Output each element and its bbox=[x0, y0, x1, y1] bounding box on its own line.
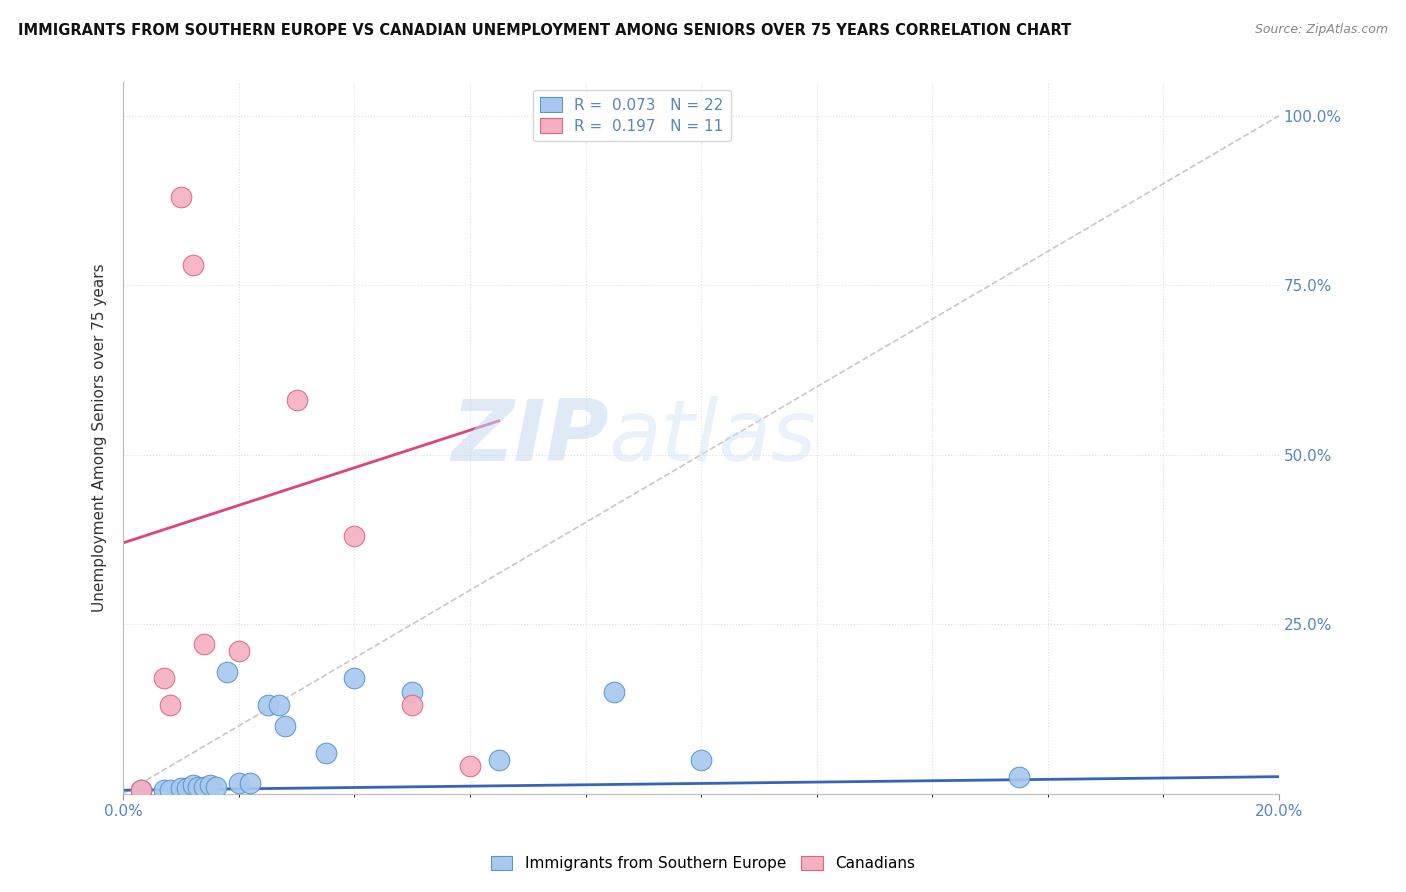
Point bbox=[1008, 770, 1031, 784]
Point bbox=[129, 783, 152, 797]
Point bbox=[488, 753, 510, 767]
Point bbox=[193, 638, 215, 652]
Point bbox=[129, 783, 152, 797]
Text: IMMIGRANTS FROM SOUTHERN EUROPE VS CANADIAN UNEMPLOYMENT AMONG SENIORS OVER 75 Y: IMMIGRANTS FROM SOUTHERN EUROPE VS CANAD… bbox=[18, 23, 1071, 38]
Point bbox=[315, 746, 337, 760]
Point bbox=[170, 190, 193, 204]
Point bbox=[603, 685, 626, 699]
Point bbox=[269, 698, 291, 713]
Point bbox=[159, 698, 181, 713]
Point bbox=[176, 781, 198, 796]
Legend: Immigrants from Southern Europe, Canadians: Immigrants from Southern Europe, Canadia… bbox=[485, 849, 921, 877]
Point bbox=[256, 698, 278, 713]
Point bbox=[159, 783, 181, 797]
Point bbox=[401, 685, 423, 699]
Point bbox=[274, 719, 297, 733]
Point bbox=[152, 783, 174, 797]
Point bbox=[285, 393, 308, 408]
Point bbox=[193, 780, 215, 794]
Text: atlas: atlas bbox=[609, 396, 817, 479]
Y-axis label: Unemployment Among Seniors over 75 years: Unemployment Among Seniors over 75 years bbox=[93, 263, 107, 612]
Point bbox=[239, 776, 262, 790]
Point bbox=[198, 779, 221, 793]
Point bbox=[690, 753, 713, 767]
Point bbox=[401, 698, 423, 713]
Point bbox=[343, 672, 366, 686]
Text: Source: ZipAtlas.com: Source: ZipAtlas.com bbox=[1254, 23, 1388, 37]
Point bbox=[217, 665, 239, 679]
Point bbox=[181, 779, 204, 793]
Point bbox=[204, 780, 226, 794]
Point bbox=[228, 644, 250, 658]
Point bbox=[458, 759, 481, 773]
Point bbox=[181, 258, 204, 272]
Point bbox=[187, 780, 209, 794]
Point bbox=[170, 781, 193, 796]
Point bbox=[343, 529, 366, 543]
Point bbox=[228, 776, 250, 790]
Text: ZIP: ZIP bbox=[451, 396, 609, 479]
Point bbox=[152, 672, 174, 686]
Legend: R =  0.073   N = 22, R =  0.197   N = 11: R = 0.073 N = 22, R = 0.197 N = 11 bbox=[533, 89, 731, 141]
